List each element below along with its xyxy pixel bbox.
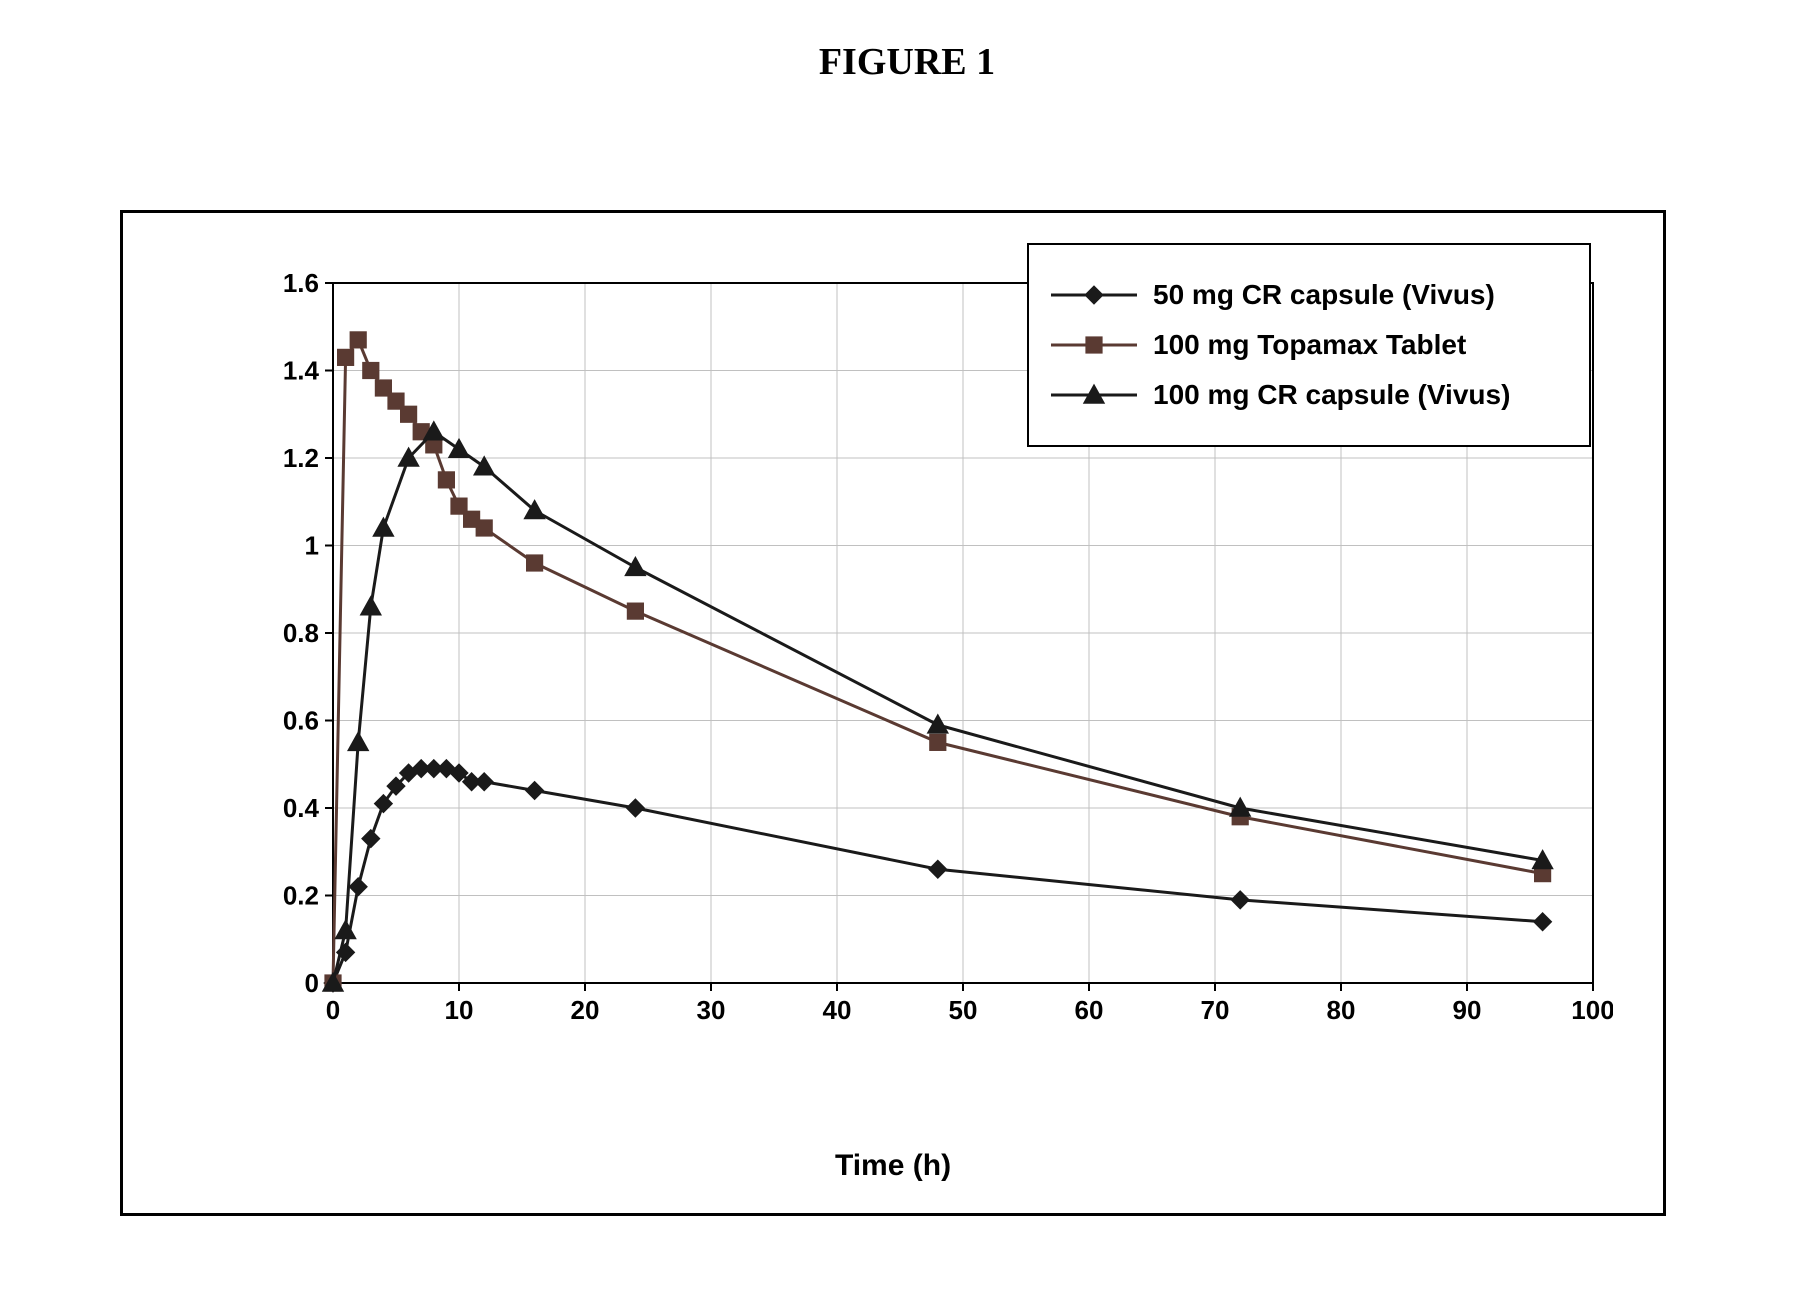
svg-text:70: 70 — [1201, 995, 1230, 1025]
svg-text:0: 0 — [305, 968, 319, 998]
legend-swatch-icon — [1049, 283, 1139, 307]
svg-text:10: 10 — [445, 995, 474, 1025]
legend-label: 100 mg Topamax Tablet — [1153, 329, 1466, 361]
svg-text:1: 1 — [305, 531, 319, 561]
figure-title: FIGURE 1 — [0, 40, 1814, 84]
legend-label: 50 mg CR capsule (Vivus) — [1153, 279, 1495, 311]
svg-text:0.6: 0.6 — [283, 706, 319, 736]
legend-label: 100 mg CR capsule (Vivus) — [1153, 379, 1510, 411]
svg-text:1.6: 1.6 — [283, 273, 319, 298]
svg-text:60: 60 — [1075, 995, 1104, 1025]
svg-text:80: 80 — [1327, 995, 1356, 1025]
svg-text:40: 40 — [823, 995, 852, 1025]
svg-text:0: 0 — [326, 995, 340, 1025]
svg-text:1.4: 1.4 — [283, 356, 320, 386]
x-axis-label: Time (h) — [123, 1149, 1663, 1183]
chart-container: Plasma Concentrations (ug/mL) 0102030405… — [120, 210, 1666, 1216]
svg-text:0.8: 0.8 — [283, 618, 319, 648]
svg-text:30: 30 — [697, 995, 726, 1025]
svg-text:0.4: 0.4 — [283, 793, 320, 823]
svg-text:1.2: 1.2 — [283, 443, 319, 473]
legend-swatch-icon — [1049, 333, 1139, 357]
legend-item: 50 mg CR capsule (Vivus) — [1049, 279, 1569, 311]
svg-text:100: 100 — [1571, 995, 1613, 1025]
svg-text:90: 90 — [1453, 995, 1482, 1025]
legend-item: 100 mg Topamax Tablet — [1049, 329, 1569, 361]
svg-text:20: 20 — [571, 995, 600, 1025]
svg-text:50: 50 — [949, 995, 978, 1025]
legend-swatch-icon — [1049, 383, 1139, 407]
page: FIGURE 1 Plasma Concentrations (ug/mL) 0… — [0, 0, 1814, 1300]
legend: 50 mg CR capsule (Vivus) 100 mg Topamax … — [1027, 243, 1591, 447]
legend-item: 100 mg CR capsule (Vivus) — [1049, 379, 1569, 411]
svg-text:0.2: 0.2 — [283, 881, 319, 911]
